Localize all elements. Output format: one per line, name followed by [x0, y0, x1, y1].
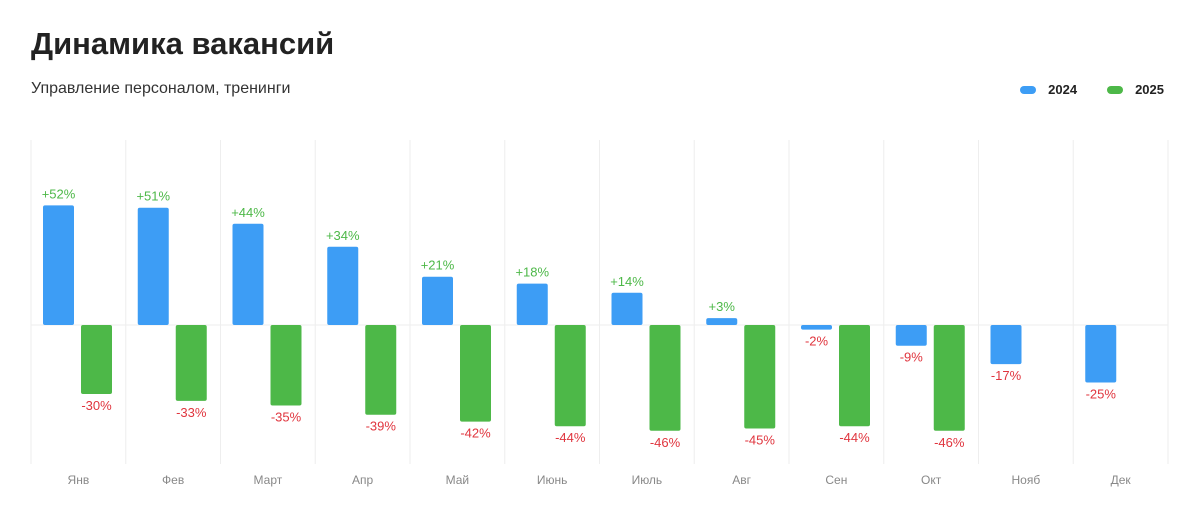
data-label-2024-3: +34% [326, 228, 360, 243]
x-tick-label: Нояб [1012, 473, 1041, 487]
bar-2024-6[interactable] [611, 292, 643, 325]
bar-2024-4[interactable] [422, 276, 453, 325]
data-label-2024-7: +3% [709, 299, 736, 314]
bar-2024-10[interactable] [990, 325, 1022, 365]
data-label-2024-2: +44% [231, 205, 265, 220]
x-tick-label: Апр [352, 473, 374, 487]
bar-2025-2[interactable] [270, 325, 302, 406]
bar-2025-6[interactable] [649, 325, 681, 431]
data-label-2025-3: -39% [366, 419, 397, 434]
bar-2025-3[interactable] [365, 325, 397, 415]
x-tick-label: Дек [1111, 473, 1132, 487]
data-label-2025-6: -46% [650, 435, 681, 450]
chart-legend: 2024 2025 [1020, 82, 1164, 97]
x-tick-label: Окт [921, 473, 942, 487]
data-label-2025-5: -44% [555, 430, 586, 445]
bar-2024-5[interactable] [516, 283, 548, 325]
bar-2025-8[interactable] [839, 325, 870, 427]
legend-label-2024: 2024 [1048, 82, 1078, 97]
x-tick-label: Янв [68, 473, 90, 487]
data-label-2025-4: -42% [460, 426, 491, 441]
data-label-2025-2: -35% [271, 410, 302, 425]
x-tick-label: Июль [632, 473, 663, 487]
chart-title: Динамика вакансий [31, 26, 335, 61]
data-label-2025-9: -46% [934, 435, 965, 450]
bar-2025-1[interactable] [175, 325, 207, 401]
data-label-2024-8: -2% [805, 334, 829, 349]
data-label-2024-0: +52% [42, 186, 76, 201]
bar-2025-9[interactable] [933, 325, 965, 431]
legend-item-2024[interactable]: 2024 [1020, 82, 1077, 97]
data-label-2024-5: +18% [515, 265, 549, 280]
chart-subtitle: Управление персоналом, тренинги [31, 80, 291, 97]
bar-2024-2[interactable] [232, 223, 264, 325]
data-label-2025-0: -30% [81, 398, 112, 413]
data-label-2024-6: +14% [610, 274, 644, 289]
legend-item-2025[interactable]: 2025 [1107, 82, 1164, 97]
legend-label-2025: 2025 [1135, 82, 1164, 97]
data-label-2025-7: -45% [745, 433, 776, 448]
x-tick-label: Авг [732, 473, 751, 487]
legend-swatch-2024 [1020, 85, 1037, 94]
bar-2024-3[interactable] [327, 246, 359, 325]
bar-2024-9[interactable] [895, 325, 927, 346]
bar-2024-1[interactable] [137, 207, 169, 325]
data-label-2024-1: +51% [136, 189, 170, 204]
bar-2024-0[interactable] [43, 205, 74, 325]
bar-2024-7[interactable] [706, 318, 738, 325]
bar-2024-11[interactable] [1085, 325, 1117, 383]
bar-2024-8[interactable] [801, 325, 832, 330]
bar-2025-7[interactable] [744, 325, 776, 429]
bar-2025-0[interactable] [81, 325, 112, 394]
x-tick-label: Сен [825, 473, 847, 487]
x-tick-label: Фев [162, 473, 184, 487]
legend-swatch-2025 [1107, 85, 1124, 94]
data-label-2024-10: -17% [991, 368, 1022, 383]
x-tick-label: Июнь [537, 473, 568, 487]
data-label-2024-11: -25% [1086, 387, 1117, 402]
data-label-2025-1: -33% [176, 405, 207, 420]
bar-2025-4[interactable] [460, 325, 491, 422]
bar-2025-5[interactable] [554, 325, 586, 427]
data-label-2025-8: -44% [839, 430, 870, 445]
data-label-2024-9: -9% [900, 350, 924, 365]
x-tick-label: Май [446, 473, 470, 487]
x-tick-label: Март [254, 473, 283, 487]
data-label-2024-4: +21% [421, 258, 455, 273]
